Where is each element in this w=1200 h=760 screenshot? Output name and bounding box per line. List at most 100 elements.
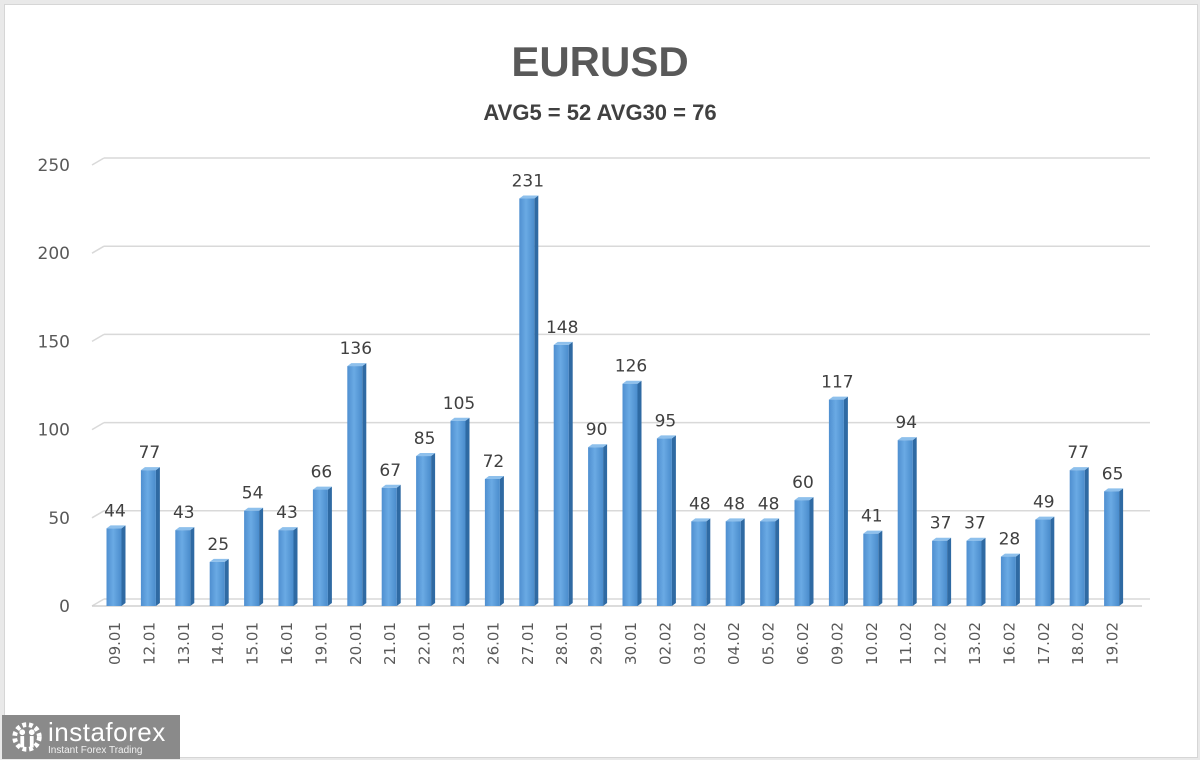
y-tick-label: 150 <box>38 332 70 352</box>
data-label: 90 <box>586 420 608 440</box>
x-tick-label: 21.01 <box>381 622 399 665</box>
bar <box>553 341 573 606</box>
data-label: 25 <box>207 535 229 555</box>
data-label: 94 <box>895 413 917 433</box>
bar <box>897 437 917 606</box>
data-label: 41 <box>861 507 883 527</box>
bar <box>588 444 608 606</box>
x-tick-label: 30.01 <box>622 622 640 665</box>
data-label: 72 <box>483 452 505 472</box>
y-tick-label: 200 <box>38 244 70 264</box>
x-tick-label: 19.02 <box>1104 622 1122 665</box>
bar <box>312 486 332 606</box>
x-tick-label: 06.02 <box>794 622 812 665</box>
data-label: 66 <box>311 463 333 483</box>
y-tick-label: 0 <box>59 597 70 617</box>
chart-subtitle: AVG5 = 52 AVG30 = 76 <box>483 100 717 125</box>
bar <box>416 453 436 606</box>
data-label: 48 <box>758 494 780 514</box>
data-label: 54 <box>242 484 264 504</box>
x-tick-label: 14.01 <box>209 622 227 665</box>
bars <box>106 195 1124 607</box>
bar <box>1035 516 1055 606</box>
data-label: 28 <box>999 530 1021 550</box>
bar <box>278 527 298 606</box>
bar <box>347 363 367 606</box>
data-label: 43 <box>276 503 298 523</box>
bar <box>519 195 539 607</box>
bar <box>966 537 986 606</box>
gridline-depth <box>91 157 105 166</box>
x-tick-label: 12.01 <box>140 622 158 665</box>
x-tick-label: 13.01 <box>175 622 193 665</box>
x-tick-label: 16.02 <box>1000 622 1018 665</box>
x-tick-label: 27.01 <box>519 622 537 665</box>
logo-name: instaforex <box>48 716 166 747</box>
y-axis: 0 50 100 150 200 250 <box>38 156 70 617</box>
bar <box>1000 553 1020 606</box>
data-label: 231 <box>512 172 544 192</box>
data-label: 49 <box>1033 493 1055 513</box>
x-tick-label: 12.02 <box>932 622 950 665</box>
x-tick-label: 18.02 <box>1069 622 1087 665</box>
x-tick-label: 09.02 <box>828 622 846 665</box>
data-label: 37 <box>964 514 986 534</box>
data-label: 95 <box>655 411 677 431</box>
bar <box>760 518 780 606</box>
bar <box>828 396 848 606</box>
x-tick-label: 02.02 <box>656 622 674 665</box>
bar <box>794 497 814 606</box>
data-label: 37 <box>930 514 952 534</box>
y-tick-label: 100 <box>38 421 70 441</box>
instaforex-logo: instaforex Instant Forex Trading <box>2 715 180 759</box>
x-tick-label: 19.01 <box>312 622 330 665</box>
gridline-depth <box>91 598 105 607</box>
chart-title: EURUSD <box>511 38 689 85</box>
bar <box>484 475 504 606</box>
x-tick-label: 03.02 <box>691 622 709 665</box>
x-tick-label: 11.02 <box>897 622 915 665</box>
chart-frame <box>4 4 1198 758</box>
bar <box>244 507 264 606</box>
x-tick-label: 29.01 <box>588 622 606 665</box>
bar <box>725 518 745 606</box>
data-label: 65 <box>1102 464 1124 484</box>
x-tick-label: 23.01 <box>450 622 468 665</box>
bar <box>1104 488 1124 606</box>
bar <box>656 435 676 606</box>
x-tick-label: 17.02 <box>1035 622 1053 665</box>
bar <box>106 525 126 606</box>
x-tick-label: 04.02 <box>725 622 743 665</box>
x-tick-label: 13.02 <box>966 622 984 665</box>
data-label: 105 <box>443 394 475 414</box>
bar <box>450 417 470 606</box>
bar <box>140 467 160 606</box>
data-label: 136 <box>340 339 372 359</box>
gridline-depth <box>91 333 105 343</box>
data-label: 60 <box>792 473 814 493</box>
bar <box>622 380 642 606</box>
x-axis: 09.01 12.01 13.01 14.01 15.01 16.01 19.01 20.01… <box>106 622 1122 665</box>
bar <box>175 527 195 606</box>
x-tick-label: 09.01 <box>106 622 124 665</box>
data-labels: 44 77 43 25 54 43 66 136 67 85 105 72 231 148 90 126 95 4… <box>104 172 1123 555</box>
x-tick-label: 28.01 <box>553 622 571 665</box>
y-tick-label: 250 <box>38 156 70 176</box>
x-tick-label: 22.01 <box>416 622 434 665</box>
bar <box>691 518 711 606</box>
x-tick-label: 10.02 <box>863 622 881 665</box>
bar <box>863 530 883 606</box>
data-label: 44 <box>104 501 126 521</box>
bar <box>381 484 401 606</box>
data-label: 43 <box>173 503 195 523</box>
bar <box>1069 467 1089 606</box>
gridline-depth <box>91 510 105 519</box>
x-tick-label: 20.01 <box>347 622 365 665</box>
data-label: 148 <box>546 318 578 338</box>
gridline-depth <box>91 245 105 254</box>
bar <box>209 558 229 606</box>
y-tick-label: 50 <box>48 509 70 529</box>
x-tick-label: 05.02 <box>760 622 778 665</box>
bar <box>932 537 952 606</box>
